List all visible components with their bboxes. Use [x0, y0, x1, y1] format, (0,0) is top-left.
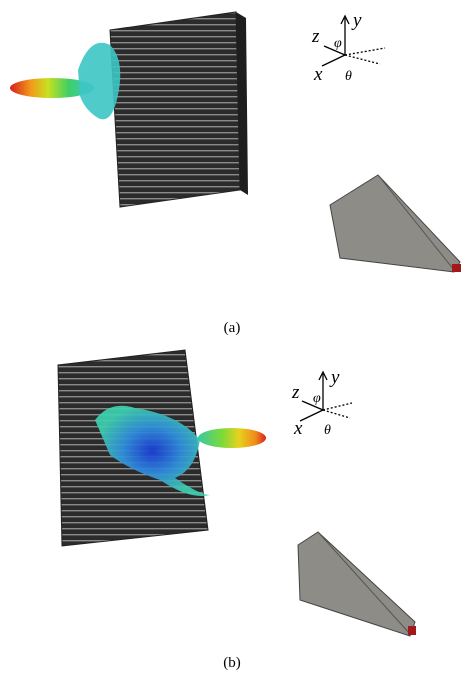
horn-antenna — [329, 174, 461, 273]
horn-feed — [452, 264, 461, 272]
axis-label: x — [293, 418, 303, 439]
main-lobe — [10, 78, 94, 98]
angle-label: φ — [313, 391, 321, 406]
array-side — [236, 12, 248, 195]
axis-label: z — [291, 382, 300, 403]
axis-label: z — [311, 26, 320, 47]
axis-label: x — [313, 64, 323, 85]
axis-label: y — [351, 10, 362, 31]
metasurface-array — [109, 11, 241, 208]
horn-edge — [317, 531, 411, 635]
horn-edge — [377, 174, 455, 271]
axes-b — [299, 370, 353, 422]
angle-label: φ — [334, 36, 342, 51]
caption: (a) — [224, 320, 241, 336]
panel-a: y z x φ θ (a) — [10, 10, 461, 336]
side-lobes — [95, 405, 210, 496]
angle-label: θ — [324, 423, 331, 438]
axis-label: y — [329, 367, 340, 388]
angle-label: θ — [345, 69, 352, 84]
main-lobe — [198, 428, 266, 448]
horn-feed — [408, 626, 416, 635]
panel-b: y z x φ θ (b) — [57, 349, 416, 671]
axes-a — [321, 14, 386, 67]
caption: (b) — [223, 655, 241, 671]
side-lobes — [78, 42, 121, 120]
